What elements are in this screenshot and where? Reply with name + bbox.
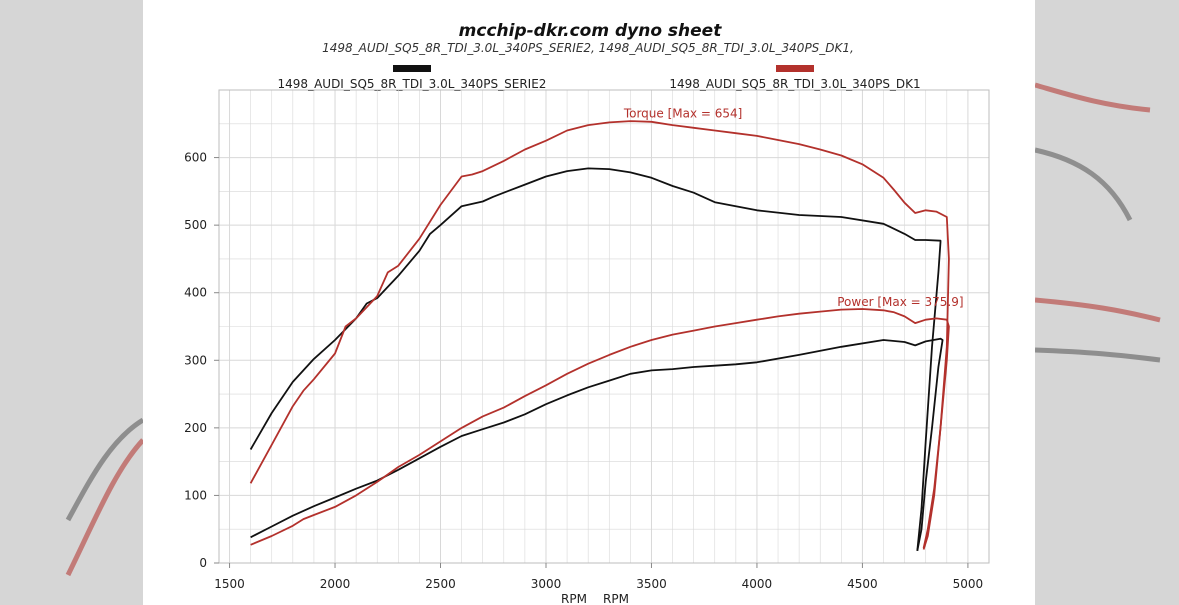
y-axis: 0 100 200 300 400 500 600: [184, 151, 219, 570]
x-axis: 1500 2000 2500 3000 3500 4000 4500 5000: [214, 563, 983, 591]
legend-swatch-serie2: [393, 65, 431, 72]
legend: 1498_AUDI_SQ5_8R_TDI_3.0L_340PS_SERIE2 1…: [278, 65, 921, 91]
y-tick-label: 600: [184, 151, 207, 165]
chart-title: mcchip-dkr.com dyno sheet: [459, 21, 723, 41]
x-tick-label: 2000: [320, 577, 351, 591]
y-tick-label: 300: [184, 353, 207, 367]
x-tick-label: 3000: [531, 577, 562, 591]
x-tick-label: 3500: [636, 577, 667, 591]
serie2-torque-line: [249, 167, 942, 551]
x-axis-label-secondary: RPM: [603, 592, 629, 605]
dk1-torque-line: [249, 120, 950, 550]
plot-frame: [218, 89, 990, 564]
x-tick-label: 5000: [953, 577, 984, 591]
dk1-power-line: [250, 308, 950, 549]
y-tick-label: 400: [184, 286, 207, 300]
series-lines: [249, 120, 950, 551]
y-tick-label: 500: [184, 218, 207, 232]
x-tick-label: 4500: [847, 577, 878, 591]
x-tick-label: 2500: [425, 577, 456, 591]
legend-swatch-dk1: [776, 65, 814, 72]
power-max-annotation: Power [Max = 375.9]: [837, 295, 963, 309]
y-tick-label: 100: [184, 488, 207, 502]
torque-max-annotation: Torque [Max = 654]: [623, 107, 743, 121]
x-tick-label: 4000: [742, 577, 773, 591]
x-tick-label: 1500: [214, 577, 245, 591]
y-tick-label: 0: [199, 556, 207, 570]
serie2-power-line: [250, 337, 944, 551]
chart-subtitle: 1498_AUDI_SQ5_8R_TDI_3.0L_340PS_SERIE2, …: [322, 41, 854, 55]
x-axis-label: RPM: [561, 592, 587, 605]
grid: [219, 89, 990, 564]
dyno-sheet: [143, 0, 1035, 605]
legend-label-dk1: 1498_AUDI_SQ5_8R_TDI_3.0L_340PS_DK1: [669, 77, 920, 91]
y-tick-label: 200: [184, 421, 207, 435]
legend-label-serie2: 1498_AUDI_SQ5_8R_TDI_3.0L_340PS_SERIE2: [278, 77, 547, 91]
